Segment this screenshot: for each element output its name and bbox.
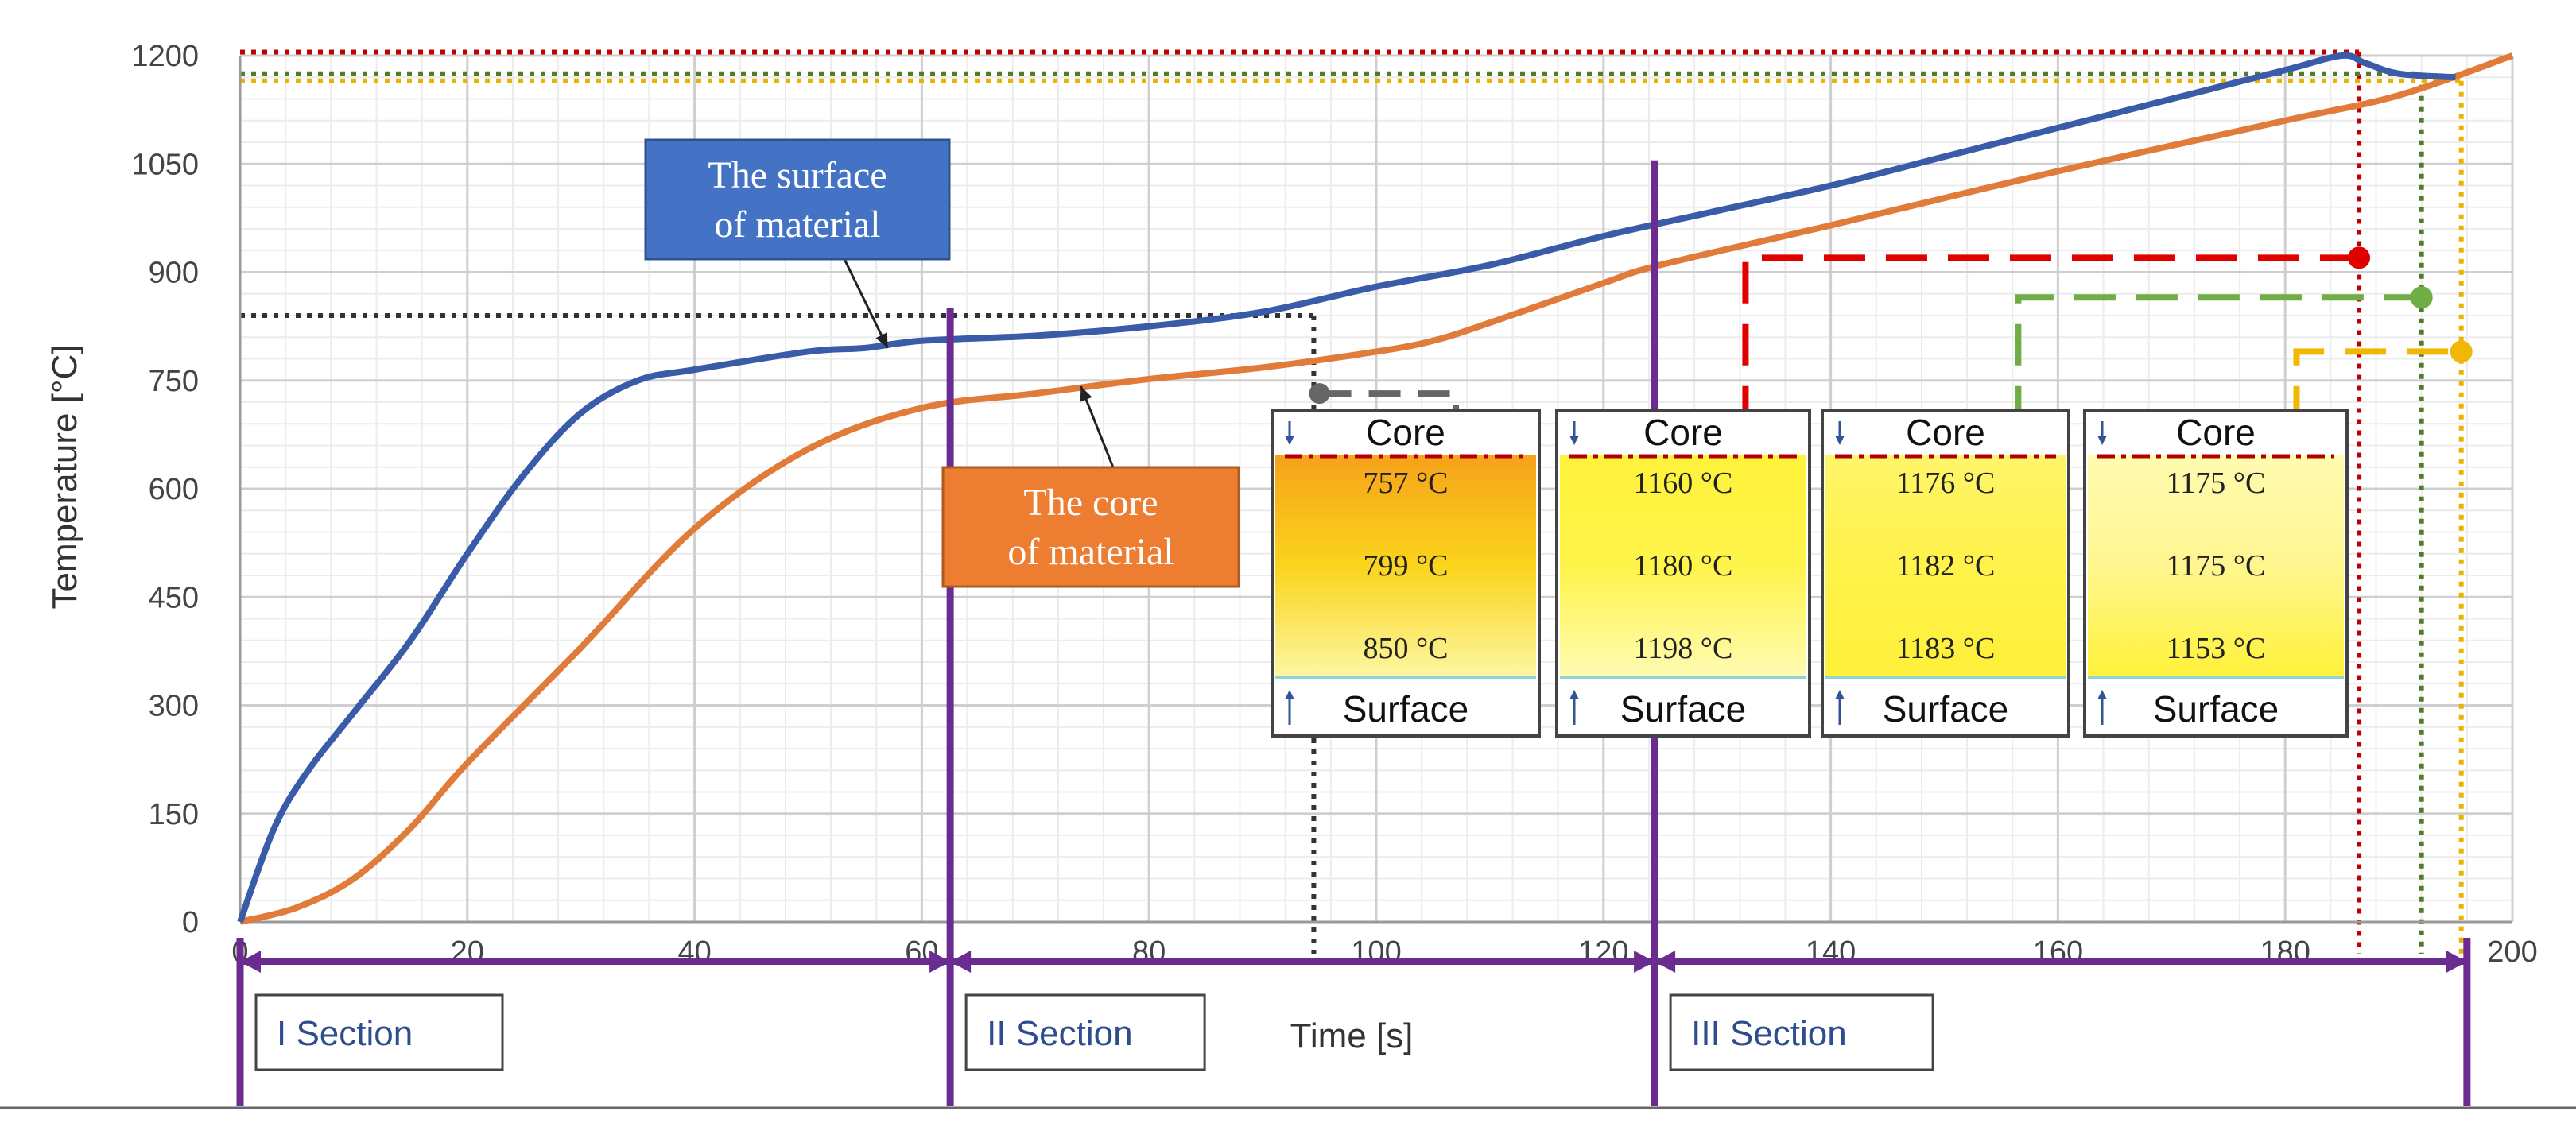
inset-core-arrowhead (1285, 436, 1294, 445)
core-label-box (941, 466, 1240, 588)
series-layer (237, 52, 2514, 925)
inset-surface-arrowhead (2097, 690, 2107, 699)
series-surface-line (237, 52, 2456, 924)
inset-gradient (1825, 455, 2066, 677)
inset-surface-label: Surface (1343, 688, 1469, 730)
inset-core-label: Core (1643, 412, 1723, 453)
section-label: I Section (277, 1014, 413, 1053)
inset-surface-arrowhead (1569, 690, 1579, 699)
inset-connector-end-marker (2348, 246, 2371, 269)
inset-connector (2015, 294, 2422, 428)
inset-temperature: 1183 °C (1896, 632, 1996, 665)
inset-temperature: 1175 °C (2167, 467, 2266, 500)
inset-connector-end-marker (2450, 340, 2473, 363)
inset-temperature: 799 °C (1363, 549, 1448, 583)
series-core-line (239, 52, 2514, 925)
section-arrow-left (1655, 951, 1676, 973)
inset-temperature: 1160 °C (1634, 467, 1733, 500)
section-label-box (254, 993, 504, 1071)
section-label: III Section (1691, 1014, 1847, 1053)
surface-label-arrowhead (875, 332, 888, 348)
inset-core-label: Core (2176, 412, 2256, 453)
y-tick-label: 300 (149, 690, 199, 723)
y-tick-label: 150 (149, 798, 199, 831)
y-tick-label: 0 (182, 906, 199, 939)
label-layer: The surface of material The core of materia… (644, 138, 1240, 588)
y-tick-label: 600 (149, 473, 199, 506)
core-label-text: of material (1007, 531, 1174, 573)
section-arrow-right (929, 951, 951, 973)
core-label-arrow (1080, 385, 1115, 468)
y-axis-title: Temperature [°C] (45, 344, 84, 609)
inset-surface-arrowhead (1835, 690, 1845, 699)
y-tick-label: 1050 (131, 148, 199, 181)
inset-temperature: 1182 °C (1896, 549, 1996, 583)
y-tick-label: 1200 (131, 40, 199, 73)
surface-label-box (644, 138, 951, 261)
section-arrow-left (240, 951, 261, 973)
inset-temperature: 1153 °C (2167, 632, 2266, 665)
inset-surface-arrowhead (1285, 690, 1294, 699)
inset-temperature: 1180 °C (1634, 549, 1733, 583)
inset-core-arrowhead (2097, 436, 2107, 445)
y-tick-label: 750 (149, 365, 199, 398)
inset-temperature: 850 °C (1363, 632, 1448, 665)
inset-gradient (1560, 455, 1806, 677)
inset-temperature: 757 °C (1363, 467, 1448, 500)
inset-connector (1742, 254, 2360, 428)
inset-surface-label: Surface (1883, 688, 2009, 730)
inset-layer: Core Surface 757 °C 799 °C 850 °C Core Surface… (1271, 246, 2473, 738)
surface-label-text: The surface (708, 154, 886, 196)
inset-temperature: 1198 °C (1634, 632, 1733, 665)
core-label-arrowhead (1080, 386, 1092, 402)
x-axis-title: Time [s] (1290, 1017, 1414, 1055)
inset-connector-end-marker (1309, 383, 1330, 405)
section-label-box (964, 993, 1206, 1071)
section-label: II Section (987, 1014, 1132, 1053)
y-tick-label: 450 (149, 581, 199, 614)
y-tick-label: 900 (149, 257, 199, 290)
section-arrow-right (1634, 951, 1655, 973)
inset-core-label: Core (1366, 412, 1445, 453)
surface-label-arrow (843, 258, 889, 349)
inset-surface-label: Surface (1620, 688, 1747, 730)
inset-connector (2293, 348, 2462, 428)
inset-connector-end-marker (2410, 286, 2433, 309)
inset-core-label: Core (1906, 412, 1985, 453)
section-layer: I Section II Section III Section (0, 160, 2576, 1109)
section-label-box (1669, 993, 1934, 1071)
inset-gradient (1275, 455, 1536, 677)
inset-core-arrowhead (1835, 436, 1845, 445)
inset-temperature: 1175 °C (2167, 549, 2266, 583)
inset-surface-label: Surface (2153, 688, 2279, 730)
section-arrow-left (950, 951, 972, 973)
surface-label-text: of material (714, 203, 880, 246)
inset-core-arrowhead (1569, 436, 1579, 445)
x-tick-label: 200 (2487, 935, 2537, 969)
inset-gradient (2088, 455, 2344, 677)
core-label-text: The core (1023, 482, 1158, 524)
inset-temperature: 1176 °C (1896, 467, 1996, 500)
section-arrow-right (2446, 951, 2467, 973)
reference-lines (240, 49, 2464, 954)
